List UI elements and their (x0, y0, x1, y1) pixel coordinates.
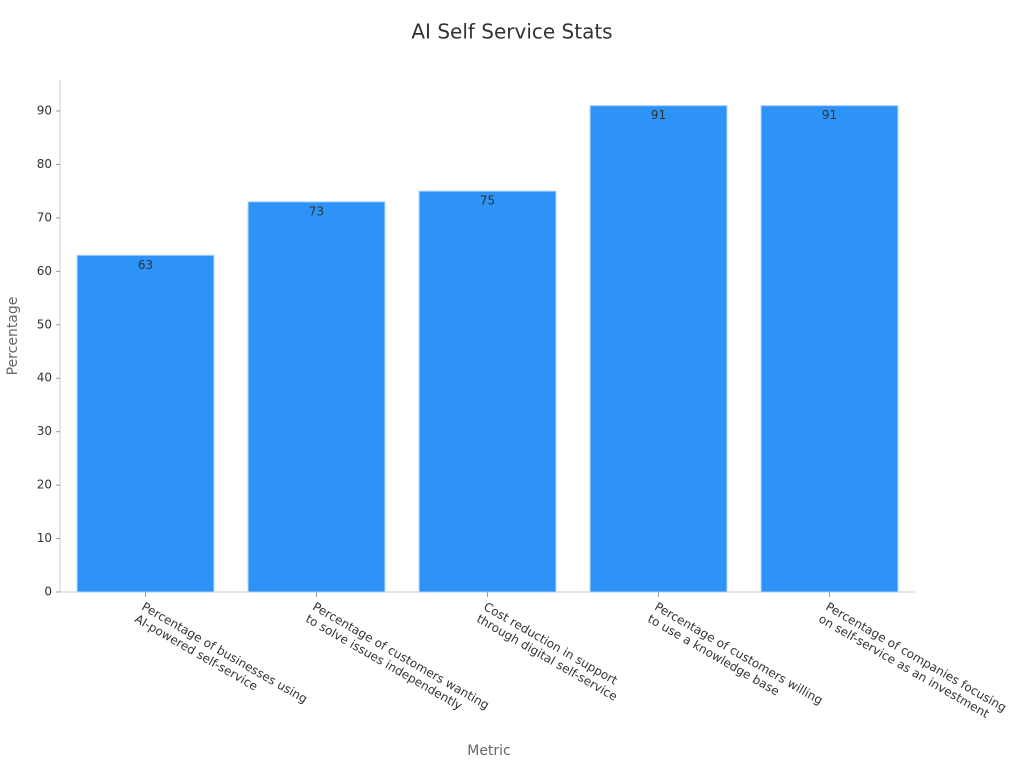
y-tick-label: 60 (37, 264, 52, 278)
y-tick-label: 30 (37, 424, 52, 438)
y-tick-label: 70 (37, 210, 52, 224)
value-label: 75 (480, 194, 495, 208)
x-tick-label-line: to use a knowledge base (645, 612, 782, 699)
x-tick-label-line: on self-service as an investment (816, 612, 992, 721)
bar (76, 254, 215, 593)
x-tick-label-line: to solve issues independently (303, 612, 464, 713)
x-tick-label-line: Cost reduction in support (481, 600, 620, 688)
x-tick-label-line: Percentage of companies focusing (823, 600, 1009, 715)
value-label: 63 (138, 258, 153, 272)
y-axis-title: Percentage (5, 297, 21, 376)
y-tick-label: 10 (37, 531, 52, 545)
x-tick-label-line: Percentage of customers willing (652, 600, 825, 708)
value-label: 91 (651, 108, 666, 122)
value-label: 73 (309, 204, 324, 218)
y-tick-label: 20 (37, 478, 52, 492)
y-tick-label: 80 (37, 157, 52, 171)
y-tick-label: 0 (44, 585, 52, 599)
chart-title: AI Self Service Stats (411, 20, 612, 44)
bar (247, 201, 386, 593)
bar (418, 190, 557, 593)
x-tick-label: Percentage of businesses usingAI-powered… (132, 600, 310, 707)
x-tick-label-line: through digital self-service (474, 612, 620, 704)
x-axis-title: Metric (467, 743, 511, 759)
y-tick-label: 50 (37, 317, 52, 331)
bar (589, 105, 728, 593)
y-tick-label: 90 (37, 103, 52, 117)
x-tick-label-line: Percentage of customers wanting (310, 600, 491, 713)
y-tick-label: 40 (37, 371, 52, 385)
x-tick-label-line: AI-powered self-service (132, 612, 260, 694)
value-label: 91 (822, 108, 837, 122)
x-tick-label-line: Percentage of businesses using (139, 600, 310, 707)
bar (760, 105, 899, 593)
